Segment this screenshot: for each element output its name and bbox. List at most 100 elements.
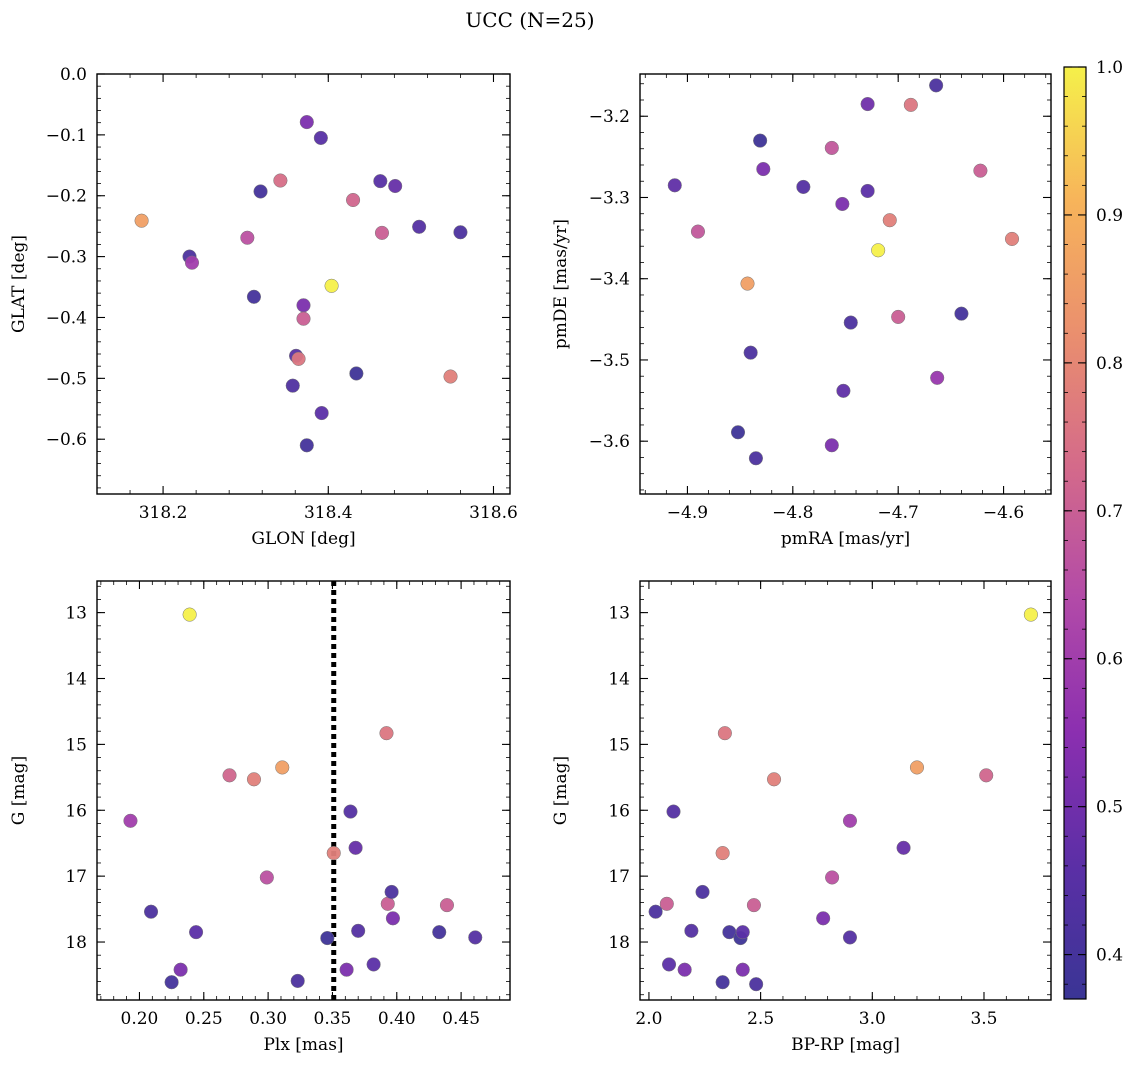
axes-frame	[96, 73, 511, 495]
y-tick-label: −3.5	[589, 351, 630, 371]
scatter-point	[842, 930, 858, 945]
scatter-point	[324, 278, 339, 293]
scatter-point	[825, 870, 840, 885]
y-tick-label: −0.1	[46, 126, 87, 146]
y-tick-label: 18	[65, 933, 87, 953]
scatter-point	[351, 923, 366, 938]
scatter-point	[173, 962, 188, 977]
x-tick-label: −4.6	[983, 503, 1024, 523]
scatter-point	[882, 213, 897, 228]
scatter-point	[690, 224, 706, 239]
scatter-point	[666, 804, 681, 819]
y-tick-label: 16	[608, 801, 630, 821]
y-tick-label: 13	[608, 604, 630, 624]
scatter-point	[275, 760, 290, 775]
scatter-point	[290, 973, 305, 988]
colorbar-tick-label: 0.6	[1096, 650, 1123, 670]
colorbar-tick-label: 0.8	[1096, 354, 1123, 374]
x-axis-label: GLON [deg]	[251, 529, 355, 549]
scatter-point	[432, 925, 447, 940]
scatter-point	[871, 243, 886, 258]
scatter-point	[373, 174, 388, 189]
scatter-point	[184, 255, 200, 270]
scatter-point	[296, 298, 311, 313]
scatter-point	[746, 898, 761, 913]
scatter-point	[973, 163, 988, 178]
scatter-point	[246, 772, 262, 787]
x-tick-label: 318.2	[139, 503, 188, 523]
scatter-point	[384, 884, 399, 900]
scatter-point	[930, 370, 945, 385]
scatter-point	[313, 130, 328, 145]
colorbar-tick-label: 0.4	[1096, 946, 1123, 966]
colorbar-tick-label: 0.5	[1096, 798, 1123, 818]
y-axis-label: GLAT [deg]	[9, 235, 29, 333]
scatter-point	[1023, 607, 1038, 622]
panel-pmra-pmde: −4.9 −4.8 −4.7 −4.6 −3.2 −3.3 −3.4 −3.5 −3.6 pmRA…	[551, 73, 1052, 549]
scatter-point	[320, 931, 335, 946]
scatter-point	[659, 896, 674, 911]
scatter-point	[134, 213, 149, 228]
x-tick-label: 0.45	[442, 1009, 480, 1029]
x-axis-label: pmRA [mas/yr]	[781, 529, 910, 549]
scatter-point	[388, 178, 403, 194]
scatter-point	[366, 957, 381, 972]
scatter-point	[979, 768, 994, 783]
scatter-point	[684, 923, 699, 938]
scatter-point	[891, 309, 906, 324]
scatter-point	[123, 813, 138, 828]
y-tick-label: −0.2	[46, 187, 87, 207]
y-tick-label: −0.4	[46, 308, 87, 328]
scatter-point	[743, 345, 758, 360]
scatter-point	[836, 383, 851, 398]
scatter-point	[314, 405, 329, 421]
scatter-point	[735, 962, 750, 977]
y-axis-label: pmDE [mas/yr]	[551, 219, 571, 349]
x-axis-label: Plx [mas]	[263, 1035, 343, 1055]
scatter-point	[954, 306, 969, 321]
x-axis-label: BP-RP [mag]	[791, 1035, 900, 1055]
y-tick-label: 13	[65, 604, 87, 624]
scatter-point	[339, 962, 354, 977]
scatter-point	[285, 378, 300, 393]
panel-glon-glat: 318.2 318.4 318.6 0.0 −0.1 −0.2 −0.3 −0.4 −0.5 −0…	[9, 65, 518, 549]
scatter-point	[909, 760, 925, 775]
scatter-point	[648, 904, 663, 919]
colorbar-tick-label: 0.9	[1096, 206, 1123, 226]
scatter-point	[766, 772, 782, 787]
scatter-point	[379, 726, 394, 741]
scatter-point	[796, 179, 811, 194]
scatter-point	[816, 911, 831, 926]
scatter-point	[667, 178, 682, 193]
y-tick-label: 0.0	[60, 65, 87, 85]
y-tick-label: 15	[65, 735, 87, 755]
colorbar-tick-label: 0.7	[1096, 502, 1123, 522]
scatter-point	[468, 930, 483, 945]
axes-frame	[96, 580, 511, 1001]
scatter-point	[695, 884, 710, 900]
y-tick-label: −0.5	[46, 369, 87, 389]
scatter-point	[756, 161, 771, 177]
y-axis-label: G [mag]	[551, 756, 571, 825]
scatter-point	[299, 438, 314, 453]
scatter-point	[661, 957, 677, 972]
scatter-point	[343, 804, 358, 819]
scatter-point	[735, 925, 750, 940]
scatter-point	[715, 846, 730, 861]
scatter-point	[246, 289, 261, 304]
scatter-point	[929, 78, 944, 93]
x-tick-label: 3.0	[859, 1009, 886, 1029]
y-tick-label: 15	[608, 735, 630, 755]
scatter-point	[412, 219, 427, 234]
y-tick-label: 17	[608, 867, 630, 887]
scatter-point	[896, 840, 911, 855]
x-tick-label: 0.25	[185, 1009, 223, 1029]
colorbar: 0.4 0.5 0.6 0.7 0.8 0.9 1.0	[1063, 58, 1123, 1000]
scatter-point	[753, 133, 768, 148]
scatter-point	[189, 925, 204, 940]
scatter-point	[259, 870, 274, 885]
scatter-point	[443, 369, 458, 384]
scatter-point	[253, 184, 268, 199]
scatter-point	[326, 846, 341, 861]
